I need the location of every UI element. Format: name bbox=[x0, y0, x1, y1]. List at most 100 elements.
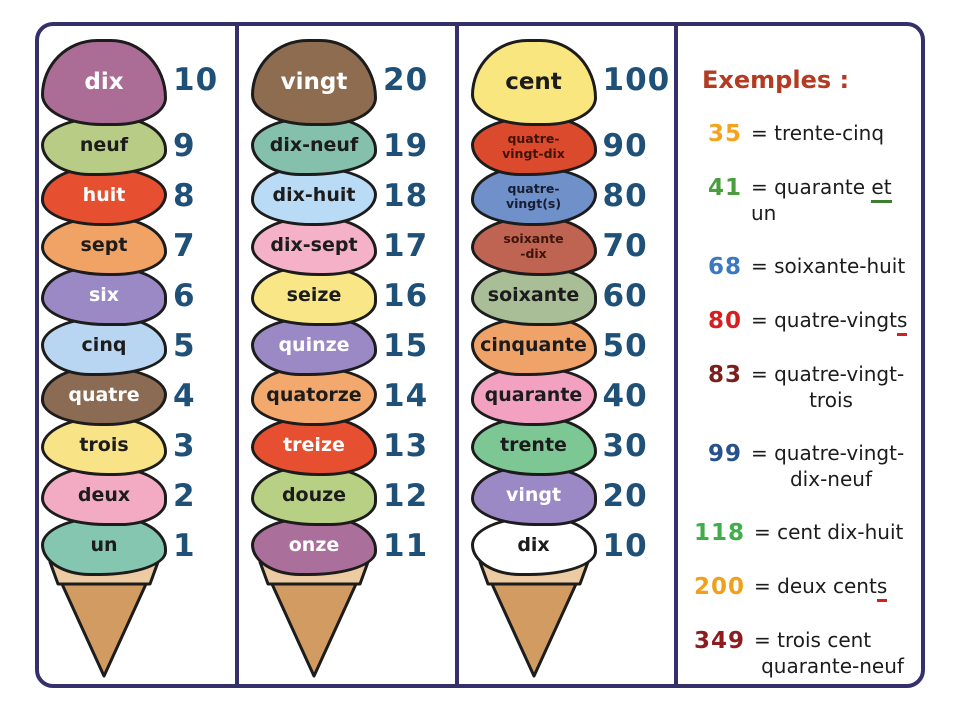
scoop-number-18: 18 bbox=[383, 178, 429, 214]
scoop-13: treize bbox=[251, 416, 377, 476]
example-number: 200 bbox=[694, 574, 746, 600]
example-number: 41 bbox=[707, 175, 742, 201]
scoop-number-10: 10 bbox=[602, 528, 648, 564]
scoop-number-70: 70 bbox=[602, 228, 648, 264]
example-number: 118 bbox=[694, 520, 746, 546]
scoop-90: quatre- vingt-dix bbox=[470, 116, 597, 176]
examples-panel: Exemples : 35 = trente-cinq 41 = quarante e… bbox=[678, 26, 921, 684]
example-item-99: 99 = quatre-vingt-dix-neuf bbox=[694, 440, 911, 492]
ice-cream-column-3: cent 100 quatre- vingt-dix 90 quatre- vingt(… bbox=[459, 26, 678, 684]
examples-list: 35 = trente-cinq 41 = quarante et un 68 = soi… bbox=[694, 120, 911, 679]
scoop-number-5: 5 bbox=[173, 328, 196, 364]
scoop-row: cinquante 50 bbox=[470, 316, 663, 376]
example-text: = soixante-huit bbox=[751, 254, 906, 278]
example-text: = trois cent quarante-neuf bbox=[754, 628, 904, 678]
scoop-row: soixante 60 bbox=[470, 266, 663, 326]
scoop-row: treize 13 bbox=[251, 416, 443, 476]
scoop-number-30: 30 bbox=[602, 428, 648, 464]
example-item-80: 80 = quatre-vingts bbox=[694, 307, 911, 336]
scoop-number-50: 50 bbox=[602, 328, 648, 364]
scoop-row: dix-neuf 19 bbox=[251, 116, 443, 176]
scoop-row: neuf 9 bbox=[41, 116, 233, 176]
example-text: = cent dix-huit bbox=[754, 520, 904, 544]
example-number: 68 bbox=[707, 254, 742, 280]
example-number: 83 bbox=[707, 362, 742, 388]
scoop-1: un bbox=[41, 516, 167, 576]
scoop-20: vingt bbox=[251, 39, 377, 126]
scoop-number-10: 10 bbox=[173, 62, 219, 98]
scoop-row: vingt 20 bbox=[470, 466, 663, 526]
scoop-row: sept 7 bbox=[41, 216, 233, 276]
scoop-number-90: 90 bbox=[602, 128, 648, 164]
scoop-row: quatre- vingt-dix 90 bbox=[470, 116, 663, 176]
scoop-number-17: 17 bbox=[383, 228, 429, 264]
scoop-number-6: 6 bbox=[173, 278, 196, 314]
scoop-20: vingt bbox=[470, 466, 597, 526]
scoop-number-100: 100 bbox=[602, 62, 671, 98]
scoop-10: dix bbox=[41, 39, 167, 126]
scoop-row: dix-sept 17 bbox=[251, 216, 443, 276]
scoop-row: trente 30 bbox=[470, 416, 663, 476]
scoop-11: onze bbox=[251, 516, 377, 576]
scoop-row: onze 11 bbox=[251, 516, 443, 576]
scoop-number-60: 60 bbox=[602, 278, 648, 314]
scoop-row: soixante -dix 70 bbox=[470, 216, 663, 276]
example-text: = quatre-vingt-dix-neuf bbox=[751, 441, 905, 491]
example-text: = quatre-vingt-trois bbox=[751, 362, 905, 412]
scoop-60: soixante bbox=[470, 266, 597, 326]
scoop-50: cinquante bbox=[470, 316, 597, 376]
scoop-row: cent 100 bbox=[470, 39, 671, 126]
example-item-200: 200 = deux cents bbox=[694, 573, 911, 602]
scoop-12: douze bbox=[251, 466, 377, 526]
scoop-number-15: 15 bbox=[383, 328, 429, 364]
scoop-row: cinq 5 bbox=[41, 316, 233, 376]
scoop-8: huit bbox=[41, 166, 167, 226]
scoop-number-16: 16 bbox=[383, 278, 429, 314]
scoop-number-80: 80 bbox=[602, 178, 648, 214]
example-text: = trente-cinq bbox=[751, 121, 885, 145]
scoop-7: sept bbox=[41, 216, 167, 276]
scoop-number-14: 14 bbox=[383, 378, 429, 414]
example-item-118: 118 = cent dix-huit bbox=[694, 519, 911, 546]
scoop-row: quatre- vingt(s) 80 bbox=[470, 166, 663, 226]
scoop-stack-ones: dix 10 neuf 9 huit 8 sept 7 six 6 cinq 5 quatre 4 troi… bbox=[41, 39, 233, 685]
scoop-row: quinze 15 bbox=[251, 316, 443, 376]
example-item-35: 35 = trente-cinq bbox=[694, 120, 911, 147]
scoop-row: dix 10 bbox=[41, 39, 233, 126]
example-item-83: 83 = quatre-vingt-trois bbox=[694, 361, 911, 413]
scoop-4: quatre bbox=[41, 366, 167, 426]
scoop-100: cent bbox=[470, 39, 597, 126]
example-text: = deux cents bbox=[754, 573, 911, 602]
scoop-number-20: 20 bbox=[383, 62, 429, 98]
scoop-number-7: 7 bbox=[173, 228, 196, 264]
scoop-number-40: 40 bbox=[602, 378, 648, 414]
poster-card: dix 10 neuf 9 huit 8 sept 7 six 6 cinq 5 quatre 4 troi… bbox=[35, 22, 925, 688]
example-text: = quatre-vingts bbox=[751, 307, 911, 336]
examples-title: Exemples : bbox=[702, 66, 850, 94]
scoop-17: dix-sept bbox=[251, 216, 377, 276]
scoop-number-4: 4 bbox=[173, 378, 196, 414]
scoop-number-12: 12 bbox=[383, 478, 429, 514]
cone-icon bbox=[251, 559, 377, 685]
example-item-41: 41 = quarante et un bbox=[694, 174, 911, 226]
scoop-row: douze 12 bbox=[251, 466, 443, 526]
scoop-row: deux 2 bbox=[41, 466, 233, 526]
example-number: 80 bbox=[707, 308, 742, 334]
scoop-number-8: 8 bbox=[173, 178, 196, 214]
cone-icon bbox=[41, 559, 167, 685]
scoop-row: dix-huit 18 bbox=[251, 166, 443, 226]
scoop-5: cinq bbox=[41, 316, 167, 376]
scoop-stack-teens: vingt 20 dix-neuf 19 dix-huit 18 dix-sept 17 sei… bbox=[251, 39, 443, 685]
scoop-number-2: 2 bbox=[173, 478, 196, 514]
scoop-number-1: 1 bbox=[173, 528, 196, 564]
cone-icon bbox=[471, 559, 597, 685]
ice-cream-column-1: dix 10 neuf 9 huit 8 sept 7 six 6 cinq 5 quatre 4 troi… bbox=[39, 26, 239, 684]
scoop-row: huit 8 bbox=[41, 166, 233, 226]
scoop-row: quatre 4 bbox=[41, 366, 233, 426]
example-number: 349 bbox=[694, 628, 746, 654]
scoop-row: trois 3 bbox=[41, 416, 233, 476]
example-number: 99 bbox=[707, 441, 742, 467]
scoop-number-11: 11 bbox=[383, 528, 429, 564]
example-number: 35 bbox=[707, 121, 742, 147]
example-text: = quarante et un bbox=[751, 175, 892, 225]
